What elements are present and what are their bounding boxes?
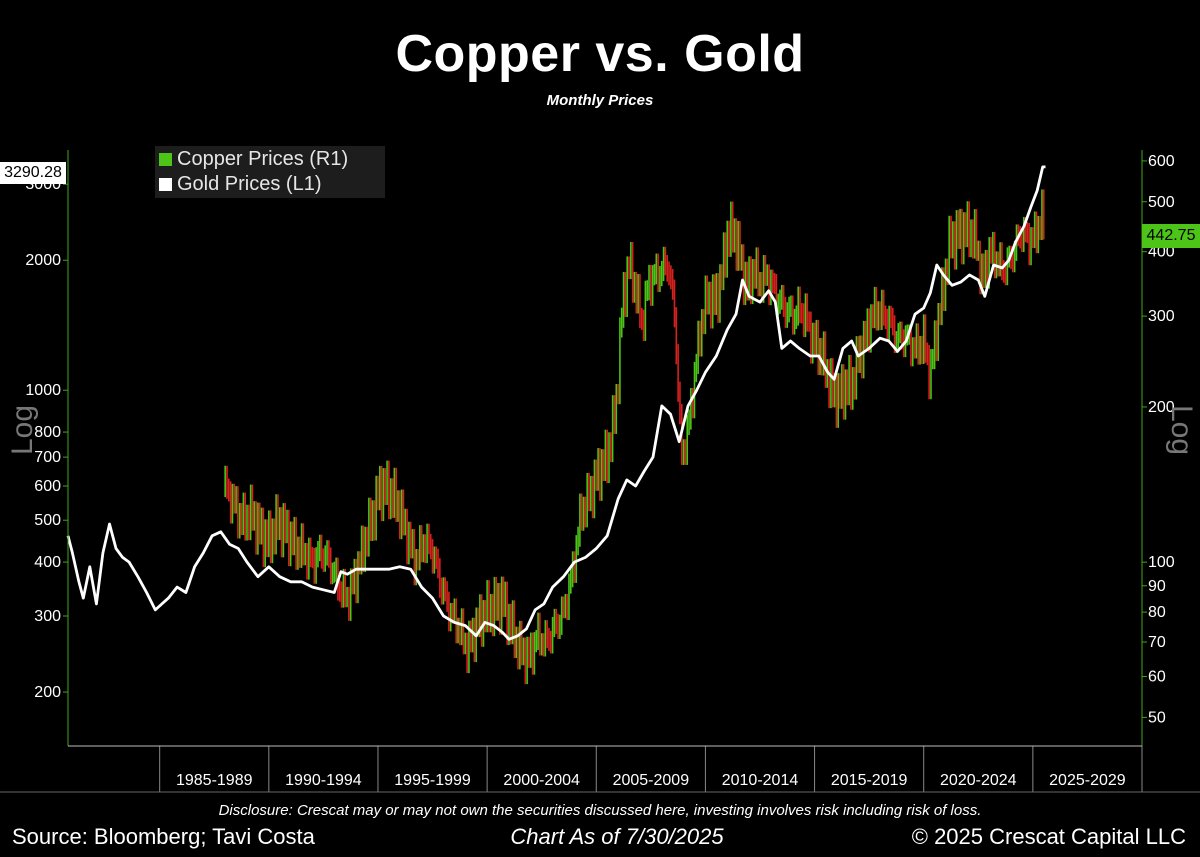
gold-swatch-icon	[159, 178, 172, 191]
legend-label-gold: Gold Prices (L1)	[177, 173, 322, 195]
left-tick-label: 400	[34, 554, 61, 571]
right-tick-label: 600	[1148, 153, 1175, 170]
right-tick-label: 60	[1148, 669, 1166, 686]
axis-layer: 2003004005006007008001000200030005060708…	[0, 150, 1200, 793]
copper-last-value-badge: 442.75	[1142, 224, 1200, 248]
x-tick-label: 2010-2014	[722, 772, 799, 789]
left-tick-label: 1000	[25, 382, 61, 399]
x-tick-label: 2020-2024	[940, 772, 1017, 789]
source-text: Source: Bloomberg; Tavi Costa	[12, 824, 315, 849]
left-axis-label: Log	[6, 405, 39, 455]
right-tick-label: 80	[1148, 604, 1166, 621]
x-tick-label: 1995-1999	[394, 772, 471, 789]
x-tick-label: 1990-1994	[285, 772, 362, 789]
chart-title: Copper vs. Gold	[395, 25, 805, 83]
copper-series	[224, 189, 1045, 685]
x-tick-label: 2000-2004	[503, 772, 580, 789]
right-tick-label: 50	[1148, 709, 1166, 726]
x-tick-label: 1985-1989	[176, 772, 253, 789]
as-of-date: Chart As of 7/30/2025	[510, 824, 724, 849]
legend-item-gold: Gold Prices (L1)	[159, 173, 322, 196]
x-tick-label: 2005-2009	[613, 772, 690, 789]
gold-last-value-badge: 3290.28	[0, 162, 66, 184]
right-axis-label: Log	[1165, 405, 1198, 455]
gold-series	[66, 165, 1046, 641]
left-tick-label: 700	[34, 449, 61, 466]
left-tick-label: 500	[34, 512, 61, 529]
left-tick-label: 200	[34, 684, 61, 701]
x-tick-label: 2015-2019	[831, 772, 908, 789]
legend-item-copper: Copper Prices (R1)	[159, 148, 348, 171]
copper-swatch-icon	[159, 153, 172, 166]
right-tick-label: 100	[1148, 554, 1175, 571]
grid-layer	[159, 746, 1143, 792]
x-tick-label: 2025-2029	[1049, 772, 1126, 789]
copyright-text: © 2025 Crescat Capital LLC	[911, 824, 1186, 849]
right-tick-label: 300	[1148, 308, 1175, 325]
legend: Copper Prices (R1) Gold Prices (L1)	[155, 146, 385, 198]
gold-price-line	[66, 165, 1046, 641]
left-tick-label: 800	[34, 424, 61, 441]
right-tick-label: 90	[1148, 578, 1166, 595]
left-tick-label: 600	[34, 478, 61, 495]
disclosure-text: Disclosure: Crescat may or may not own t…	[218, 802, 982, 819]
right-tick-label: 70	[1148, 634, 1166, 651]
right-tick-label: 200	[1148, 399, 1175, 416]
right-tick-label: 500	[1148, 194, 1175, 211]
left-tick-label: 2000	[25, 252, 61, 269]
left-tick-label: 300	[34, 608, 61, 625]
legend-label-copper: Copper Prices (R1)	[177, 148, 349, 170]
chart-subtitle: Monthly Prices	[546, 92, 654, 109]
